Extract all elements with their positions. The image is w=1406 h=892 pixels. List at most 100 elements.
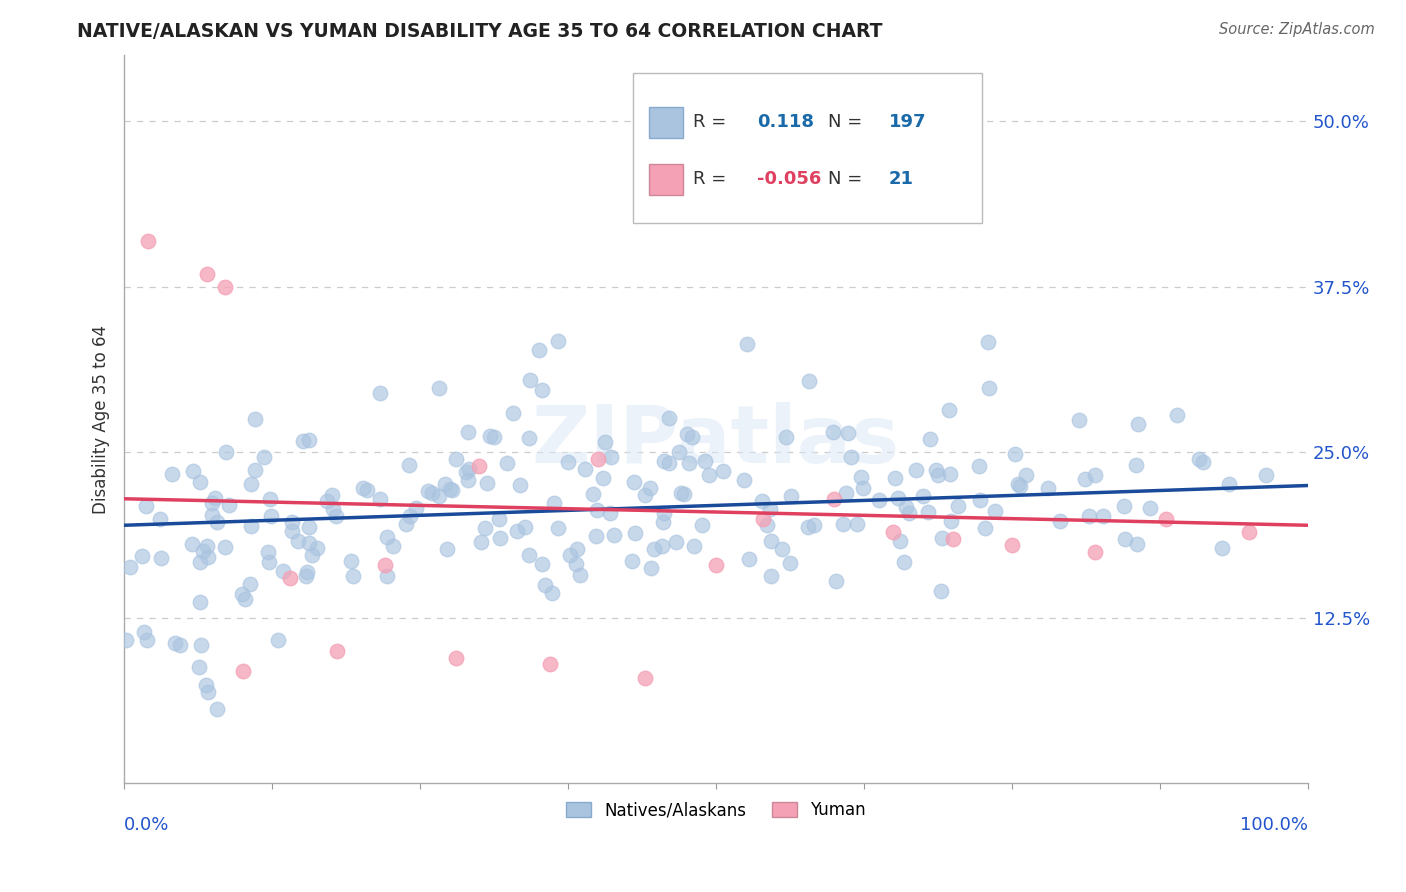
Point xyxy=(759,568,782,582)
Point xyxy=(868,492,890,507)
Point xyxy=(187,660,209,674)
Point xyxy=(835,485,858,500)
Point xyxy=(824,574,846,588)
Point xyxy=(439,482,461,496)
Point xyxy=(837,425,859,440)
Point xyxy=(621,554,644,568)
Point xyxy=(531,557,554,571)
Point xyxy=(1192,455,1215,469)
Text: ZIPatlas: ZIPatlas xyxy=(531,402,900,480)
Point xyxy=(201,508,224,523)
Point xyxy=(195,539,218,553)
Point xyxy=(405,501,427,516)
Point xyxy=(252,450,274,464)
Point xyxy=(927,467,949,482)
Point xyxy=(114,632,136,647)
Point xyxy=(658,411,681,425)
Point xyxy=(929,584,952,599)
Point xyxy=(398,458,420,472)
Point xyxy=(381,540,404,554)
Text: 0.0%: 0.0% xyxy=(124,816,170,834)
Point xyxy=(214,541,236,555)
Point xyxy=(599,506,621,520)
Point xyxy=(457,425,479,440)
Point xyxy=(368,491,391,506)
Point xyxy=(201,496,224,510)
Point xyxy=(298,520,321,534)
Point xyxy=(399,508,422,523)
Point xyxy=(668,445,690,459)
Point xyxy=(1188,451,1211,466)
Point xyxy=(603,528,626,542)
Point xyxy=(1074,472,1097,486)
Point xyxy=(444,452,467,467)
Point xyxy=(883,471,905,485)
Point xyxy=(640,561,662,575)
Point xyxy=(134,625,156,640)
Point xyxy=(1166,408,1188,422)
Point xyxy=(640,481,662,495)
Point xyxy=(938,403,960,417)
Point xyxy=(651,539,673,553)
Point xyxy=(427,381,450,395)
Point xyxy=(634,488,657,502)
Point xyxy=(1092,508,1115,523)
Point xyxy=(1078,509,1101,524)
Point xyxy=(266,633,288,648)
Point xyxy=(1007,476,1029,491)
Point xyxy=(1004,447,1026,461)
Point xyxy=(925,463,948,477)
Point xyxy=(672,487,695,501)
Text: 0.118: 0.118 xyxy=(756,113,814,131)
Point xyxy=(780,489,803,503)
Legend: Natives/Alaskans, Yuman: Natives/Alaskans, Yuman xyxy=(560,795,872,826)
Point xyxy=(321,488,343,502)
Point xyxy=(678,456,700,470)
Point xyxy=(240,518,263,533)
Point xyxy=(538,657,561,672)
Point xyxy=(713,464,735,478)
Point xyxy=(796,520,818,534)
Point xyxy=(342,569,364,583)
Point xyxy=(675,426,697,441)
Point xyxy=(595,434,617,449)
Point xyxy=(893,555,915,569)
Point xyxy=(420,486,443,500)
Point xyxy=(444,650,467,665)
Point xyxy=(969,493,991,508)
Point xyxy=(529,343,551,358)
Point xyxy=(831,516,853,531)
Point xyxy=(307,541,329,555)
Point xyxy=(370,386,392,401)
Point xyxy=(585,529,607,543)
Point xyxy=(160,467,183,481)
Point xyxy=(1125,458,1147,472)
Point xyxy=(232,664,254,678)
Point xyxy=(897,506,920,520)
Point xyxy=(169,638,191,652)
Point xyxy=(931,531,953,545)
Point xyxy=(530,383,553,397)
Point xyxy=(567,541,589,556)
Point xyxy=(429,489,451,503)
Point xyxy=(479,429,502,443)
Point xyxy=(823,491,845,506)
Point xyxy=(135,499,157,513)
Point xyxy=(441,483,464,497)
Point xyxy=(260,509,283,524)
Point xyxy=(582,487,605,501)
FancyBboxPatch shape xyxy=(650,107,683,138)
Point xyxy=(1114,532,1136,546)
Point xyxy=(586,502,609,516)
Point xyxy=(592,470,614,484)
Point xyxy=(135,632,157,647)
Point xyxy=(634,671,657,685)
Point xyxy=(918,432,941,446)
Point xyxy=(294,569,316,583)
Point xyxy=(215,445,238,459)
Point xyxy=(658,456,681,470)
Text: 21: 21 xyxy=(889,170,914,188)
Point xyxy=(969,459,991,474)
Point xyxy=(468,458,491,473)
Point xyxy=(150,550,173,565)
